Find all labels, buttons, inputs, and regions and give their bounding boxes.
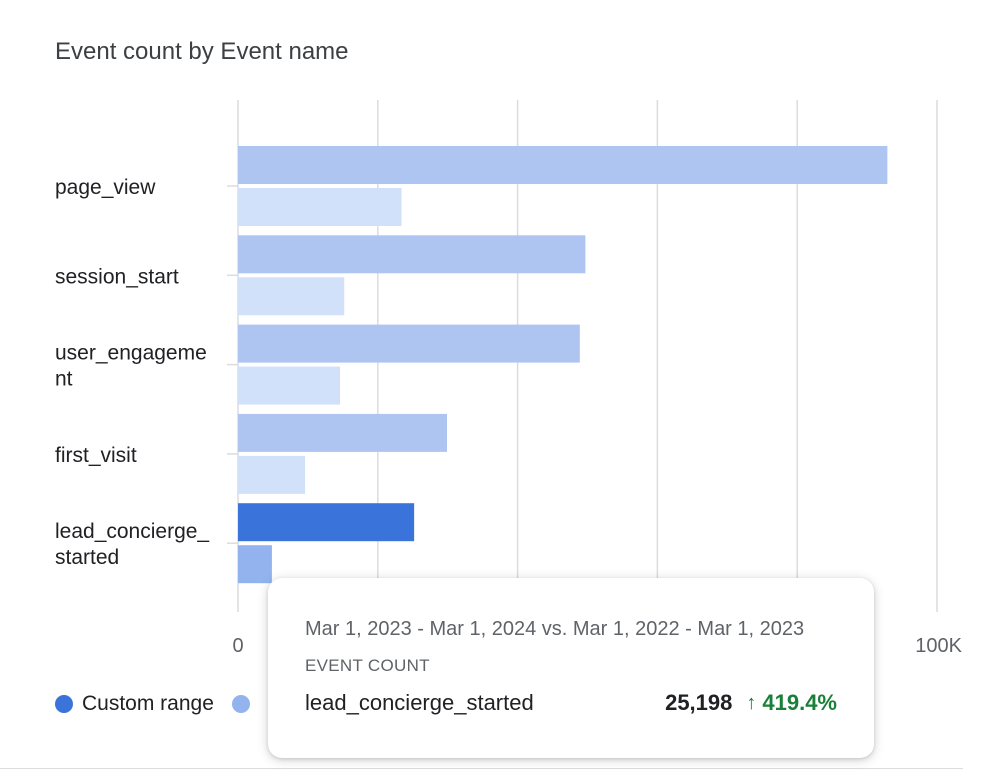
chart-tooltip: Mar 1, 2023 - Mar 1, 2024 vs. Mar 1, 202… — [268, 578, 874, 758]
chart-title: Event count by Event name — [55, 38, 349, 65]
bar-user_engagement-comparison[interactable] — [238, 366, 341, 405]
category-label-session_start: session_start — [55, 265, 179, 288]
tooltip-row: lead_concierge_started 25,198 ↑ 419.4% — [305, 690, 837, 716]
legend-dot-custom-range — [55, 695, 73, 713]
tooltip-change: ↑ 419.4% — [746, 690, 837, 716]
bar-session_start-custom-range[interactable] — [238, 235, 586, 274]
bar-page_view-custom-range[interactable] — [238, 146, 888, 184]
legend-item-custom-range[interactable]: Custom range — [55, 692, 214, 716]
x-tick-label-1: 100K — [915, 635, 962, 657]
bar-session_start-comparison[interactable] — [238, 277, 345, 316]
bar-lead_concierge_started-comparison[interactable] — [238, 545, 272, 584]
category-labels: page_view session_start user_engageme ntfir… — [55, 176, 209, 569]
category-label-first_visit: first_visit — [55, 444, 137, 467]
tooltip-event-name: lead_concierge_started — [305, 690, 534, 715]
tooltip-value: 25,198 — [665, 690, 733, 715]
x-tick-labels: 0 100K — [232, 635, 962, 657]
category-label-page_view: page_view — [55, 176, 156, 199]
category-label-lead_concierge_started: lead_concierge_ started — [55, 520, 209, 569]
legend-dot-comparison — [231, 695, 250, 713]
tooltip-metric-label: EVENT COUNT — [305, 656, 430, 675]
bar-page_view-comparison[interactable] — [238, 188, 402, 226]
bar-user_engagement-custom-range[interactable] — [238, 324, 580, 363]
bar-chart: page_view session_start user_engageme ntfir… — [55, 100, 963, 657]
legend-item-comparison[interactable] — [231, 695, 259, 713]
arrow-up-icon: ↑ — [746, 691, 757, 714]
bar-lead_concierge_started-custom-range[interactable] — [238, 503, 415, 542]
bars — [238, 146, 888, 584]
tooltip-change-value: 419.4% — [762, 690, 837, 715]
x-tick-label-0: 0 — [232, 635, 243, 657]
legend: Custom range — [55, 692, 277, 716]
bottom-divider — [0, 768, 963, 769]
tooltip-date-range: Mar 1, 2023 - Mar 1, 2024 vs. Mar 1, 202… — [305, 618, 805, 640]
legend-label-custom-range: Custom range — [82, 692, 214, 715]
bar-first_visit-comparison[interactable] — [238, 455, 306, 494]
bar-first_visit-custom-range[interactable] — [238, 413, 448, 452]
category-label-user_engagement: user_engageme nt — [55, 342, 207, 391]
